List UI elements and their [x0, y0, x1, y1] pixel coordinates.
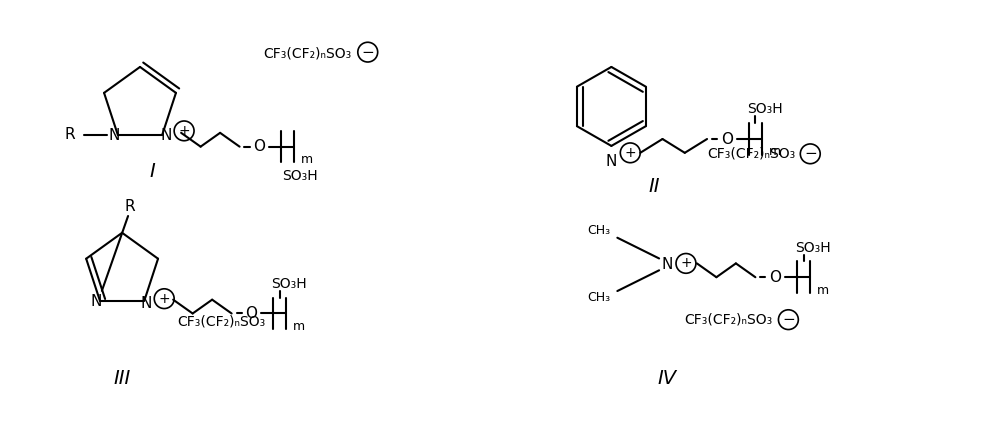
Text: III: III [113, 369, 131, 388]
Text: O: O [721, 132, 733, 146]
Text: CF₃(CF₂)ₙSO₃: CF₃(CF₂)ₙSO₃ [684, 313, 772, 326]
Text: CF₃(CF₂)ₙSO₃: CF₃(CF₂)ₙSO₃ [263, 46, 352, 60]
Text: R: R [125, 199, 135, 213]
Text: R: R [65, 127, 75, 142]
Text: m: m [293, 320, 305, 333]
Text: +: + [178, 124, 190, 138]
Text: N: N [108, 128, 120, 143]
Text: O: O [769, 270, 781, 285]
Text: −: − [804, 146, 817, 162]
Text: CH₃: CH₃ [587, 224, 610, 237]
Text: m: m [817, 284, 829, 297]
Text: CF₃(CF₂)ₙSO₃: CF₃(CF₂)ₙSO₃ [177, 315, 265, 329]
Text: N: N [90, 294, 102, 309]
Text: +: + [624, 146, 636, 160]
Text: I: I [149, 162, 155, 181]
Text: O: O [246, 306, 258, 321]
Text: N: N [606, 154, 617, 169]
Text: SO₃H: SO₃H [282, 169, 318, 183]
Text: N: N [661, 257, 673, 272]
Text: SO₃H: SO₃H [271, 277, 307, 291]
Text: N: N [161, 128, 172, 143]
Text: O: O [253, 139, 265, 154]
Text: +: + [158, 292, 170, 306]
Text: m: m [769, 145, 781, 158]
Text: N: N [141, 296, 152, 311]
Text: +: + [680, 256, 692, 270]
Text: −: − [782, 312, 795, 327]
Text: CF₃(CF₂)ₙSO₃: CF₃(CF₂)ₙSO₃ [707, 147, 795, 161]
Text: SO₃H: SO₃H [795, 241, 831, 255]
Text: SO₃H: SO₃H [747, 102, 782, 116]
Text: IV: IV [658, 369, 677, 388]
Text: CH₃: CH₃ [587, 291, 610, 304]
Text: II: II [648, 177, 660, 196]
Text: m: m [301, 153, 313, 166]
Text: −: − [361, 45, 374, 60]
